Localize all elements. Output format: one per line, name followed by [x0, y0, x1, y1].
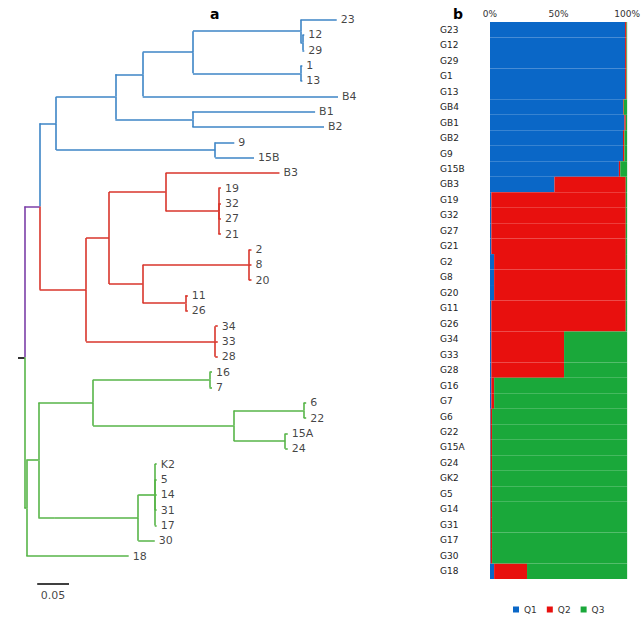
svg-text:G1: G1	[440, 71, 453, 81]
svg-text:G29: G29	[440, 56, 459, 66]
svg-text:GB3: GB3	[440, 179, 459, 189]
svg-text:G21: G21	[440, 241, 458, 251]
svg-text:GB4: GB4	[440, 102, 459, 112]
svg-text:G33: G33	[440, 350, 458, 360]
svg-text:Q1: Q1	[524, 605, 537, 615]
svg-text:15B: 15B	[258, 151, 280, 164]
svg-text:23: 23	[341, 13, 355, 26]
svg-text:27: 27	[225, 212, 239, 225]
svg-text:34: 34	[222, 320, 236, 333]
svg-text:G26: G26	[440, 319, 459, 329]
svg-text:G31: G31	[440, 520, 458, 530]
svg-text:22: 22	[310, 412, 324, 425]
svg-text:G32: G32	[440, 210, 458, 220]
svg-text:14: 14	[161, 488, 175, 501]
svg-text:G7: G7	[440, 396, 453, 406]
svg-text:13: 13	[306, 74, 320, 87]
svg-text:G12: G12	[440, 40, 458, 50]
svg-text:30: 30	[159, 534, 173, 547]
svg-text:K2: K2	[161, 458, 175, 471]
svg-text:11: 11	[192, 289, 206, 302]
svg-text:G19: G19	[440, 195, 459, 205]
svg-text:28: 28	[222, 350, 236, 363]
svg-text:G15B: G15B	[440, 164, 465, 174]
svg-text:G14: G14	[440, 504, 459, 514]
svg-text:G18: G18	[440, 566, 459, 576]
svg-text:B1: B1	[319, 105, 334, 118]
svg-text:19: 19	[225, 182, 239, 195]
svg-text:1: 1	[306, 59, 313, 72]
svg-text:G15A: G15A	[440, 442, 465, 452]
svg-text:20: 20	[255, 274, 269, 287]
svg-text:G8: G8	[440, 272, 453, 282]
svg-text:B3: B3	[283, 166, 298, 179]
svg-text:G24: G24	[440, 458, 459, 468]
svg-text:32: 32	[225, 197, 239, 210]
svg-text:29: 29	[308, 44, 322, 57]
svg-text:G30: G30	[440, 551, 459, 561]
svg-text:G16: G16	[440, 381, 459, 391]
svg-text:G34: G34	[440, 334, 459, 344]
svg-text:G5: G5	[440, 489, 453, 499]
svg-text:G9: G9	[440, 149, 453, 159]
svg-text:0.05: 0.05	[41, 589, 66, 602]
svg-text:GK2: GK2	[440, 473, 459, 483]
svg-text:12: 12	[308, 28, 322, 41]
svg-text:GB2: GB2	[440, 133, 459, 143]
svg-text:GB1: GB1	[440, 118, 459, 128]
svg-text:G28: G28	[440, 365, 459, 375]
svg-text:G11: G11	[440, 303, 458, 313]
svg-text:G27: G27	[440, 226, 458, 236]
svg-text:Q2: Q2	[558, 605, 571, 615]
svg-text:5: 5	[161, 473, 168, 486]
svg-text:26: 26	[192, 304, 206, 317]
svg-text:Q3: Q3	[592, 605, 605, 615]
svg-text:9: 9	[238, 136, 245, 149]
svg-text:18: 18	[133, 550, 147, 563]
svg-text:B4: B4	[342, 90, 357, 103]
svg-text:2: 2	[255, 243, 262, 256]
svg-text:G20: G20	[440, 288, 459, 298]
svg-text:31: 31	[161, 504, 175, 517]
svg-text:100%: 100%	[614, 9, 640, 19]
svg-text:7: 7	[216, 381, 223, 394]
svg-text:G22: G22	[440, 427, 458, 437]
svg-text:16: 16	[216, 366, 230, 379]
svg-text:24: 24	[292, 442, 306, 455]
svg-text:6: 6	[310, 396, 317, 409]
svg-text:B2: B2	[328, 120, 343, 133]
svg-text:G17: G17	[440, 535, 458, 545]
svg-text:15A: 15A	[292, 427, 314, 440]
svg-text:33: 33	[222, 335, 236, 348]
svg-text:17: 17	[161, 519, 175, 532]
svg-text:G23: G23	[440, 25, 458, 35]
svg-text:a: a	[210, 6, 219, 22]
svg-text:G13: G13	[440, 87, 458, 97]
svg-text:21: 21	[225, 228, 239, 241]
svg-text:8: 8	[255, 258, 262, 271]
svg-text:0%: 0%	[483, 9, 498, 19]
svg-text:G6: G6	[440, 412, 453, 422]
svg-text:b: b	[453, 6, 463, 22]
svg-text:G2: G2	[440, 257, 453, 267]
svg-text:50%: 50%	[549, 9, 569, 19]
